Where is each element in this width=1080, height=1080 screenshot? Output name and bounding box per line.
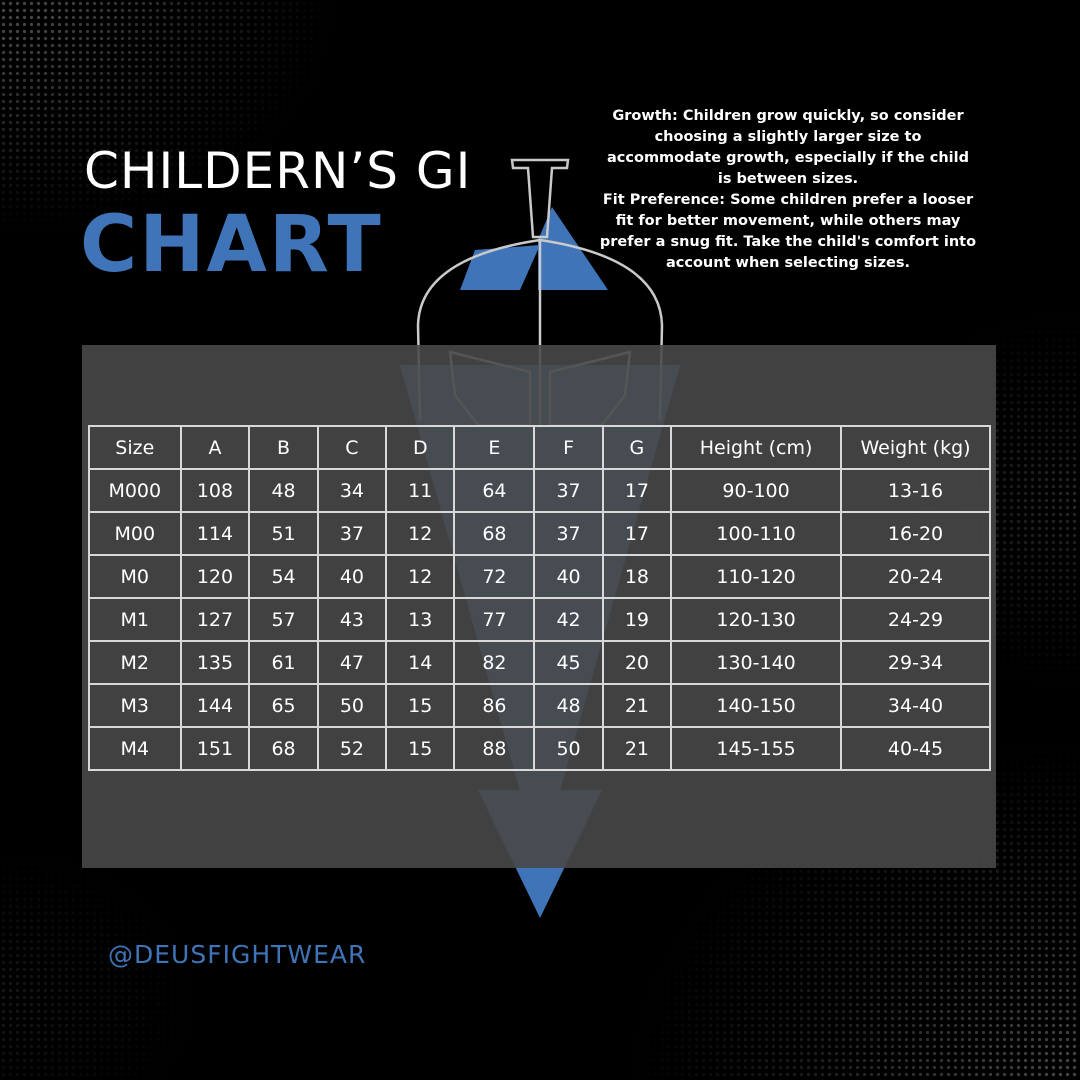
social-handle: @DEUSFIGHTWEAR	[108, 940, 367, 969]
cell-weight: 16-20	[840, 511, 991, 556]
cell-g: 18	[601, 554, 673, 599]
header-b: B	[248, 425, 319, 470]
header-e: E	[453, 425, 536, 470]
cell-d: 14	[385, 640, 456, 685]
cell-d: 15	[385, 726, 456, 771]
fit-preference-tip: Fit Preference: Some children prefer a l…	[599, 192, 977, 271]
cell-c: 47	[316, 640, 388, 685]
cell-f: 48	[533, 683, 604, 728]
title-chart: CHART	[80, 200, 383, 290]
cell-g: 20	[601, 640, 673, 685]
cell-height: 140-150	[670, 683, 843, 728]
cell-c: 43	[316, 597, 388, 642]
cell-e: 86	[453, 683, 536, 728]
cell-weight: 34-40	[840, 683, 991, 728]
header-height: Height (cm)	[670, 425, 843, 470]
cell-a: 135	[179, 640, 251, 685]
cell-b: 61	[248, 640, 319, 685]
cell-weight: 20-24	[840, 554, 991, 599]
cell-height: 90-100	[670, 468, 843, 513]
cell-height: 110-120	[670, 554, 843, 599]
cell-f: 37	[533, 468, 604, 513]
header-g: G	[601, 425, 673, 470]
table-row: M0 120 54 40 12 72 40 18 110-120 20-24	[88, 554, 991, 599]
cell-b: 57	[248, 597, 319, 642]
cell-c: 40	[316, 554, 388, 599]
cell-height: 120-130	[670, 597, 843, 642]
cell-g: 21	[601, 726, 673, 771]
cell-size: M4	[88, 726, 182, 771]
cell-weight: 13-16	[840, 468, 991, 513]
title-childrens-gi: CHILDERN’S GI	[84, 142, 472, 200]
cell-a: 114	[179, 511, 251, 556]
cell-height: 130-140	[670, 640, 843, 685]
cell-d: 11	[385, 468, 456, 513]
cell-size: M0	[88, 554, 182, 599]
header-d: D	[385, 425, 456, 470]
cell-f: 45	[533, 640, 604, 685]
cell-size: M000	[88, 468, 182, 513]
cell-height: 100-110	[670, 511, 843, 556]
cell-f: 40	[533, 554, 604, 599]
cell-b: 54	[248, 554, 319, 599]
cell-b: 51	[248, 511, 319, 556]
cell-c: 34	[316, 468, 388, 513]
table-row: M2 135 61 47 14 82 45 20 130-140 29-34	[88, 640, 991, 685]
cell-size: M1	[88, 597, 182, 642]
cell-c: 37	[316, 511, 388, 556]
cell-size: M2	[88, 640, 182, 685]
table-row: M4 151 68 52 15 88 50 21 145-155 40-45	[88, 726, 991, 771]
table-row: M3 144 65 50 15 86 48 21 140-150 34-40	[88, 683, 991, 728]
cell-g: 17	[601, 511, 673, 556]
cell-g: 21	[601, 683, 673, 728]
cell-g: 19	[601, 597, 673, 642]
header-a: A	[179, 425, 251, 470]
header-size: Size	[88, 425, 182, 470]
cell-e: 68	[453, 511, 536, 556]
sizing-tips: Growth: Children grow quickly, so consid…	[598, 106, 978, 274]
cell-weight: 40-45	[840, 726, 991, 771]
cell-f: 50	[533, 726, 604, 771]
cell-e: 72	[453, 554, 536, 599]
cell-size: M00	[88, 511, 182, 556]
table-row: M1 127 57 43 13 77 42 19 120-130 24-29	[88, 597, 991, 642]
cell-a: 108	[179, 468, 251, 513]
table-header-row: Size A B C D E F G Height (cm) Weight (k…	[88, 425, 991, 470]
cell-weight: 24-29	[840, 597, 991, 642]
growth-tip: Growth: Children grow quickly, so consid…	[607, 108, 969, 187]
cell-c: 50	[316, 683, 388, 728]
cell-a: 151	[179, 726, 251, 771]
table-row: M00 114 51 37 12 68 37 17 100-110 16-20	[88, 511, 991, 556]
cell-e: 77	[453, 597, 536, 642]
table-row: M000 108 48 34 11 64 37 17 90-100 13-16	[88, 468, 991, 513]
cell-height: 145-155	[670, 726, 843, 771]
cell-b: 65	[248, 683, 319, 728]
cell-e: 64	[453, 468, 536, 513]
cell-b: 48	[248, 468, 319, 513]
cell-e: 88	[453, 726, 536, 771]
cell-f: 42	[533, 597, 604, 642]
size-table: Size A B C D E F G Height (cm) Weight (k…	[88, 425, 991, 771]
cell-a: 144	[179, 683, 251, 728]
header-f: F	[533, 425, 604, 470]
cell-a: 127	[179, 597, 251, 642]
cell-size: M3	[88, 683, 182, 728]
cell-c: 52	[316, 726, 388, 771]
header-weight: Weight (kg)	[840, 425, 991, 470]
cell-b: 68	[248, 726, 319, 771]
cell-e: 82	[453, 640, 536, 685]
cell-f: 37	[533, 511, 604, 556]
cell-weight: 29-34	[840, 640, 991, 685]
cell-g: 17	[601, 468, 673, 513]
cell-d: 13	[385, 597, 456, 642]
header-c: C	[316, 425, 388, 470]
cell-d: 15	[385, 683, 456, 728]
cell-a: 120	[179, 554, 251, 599]
cell-d: 12	[385, 511, 456, 556]
cell-d: 12	[385, 554, 456, 599]
